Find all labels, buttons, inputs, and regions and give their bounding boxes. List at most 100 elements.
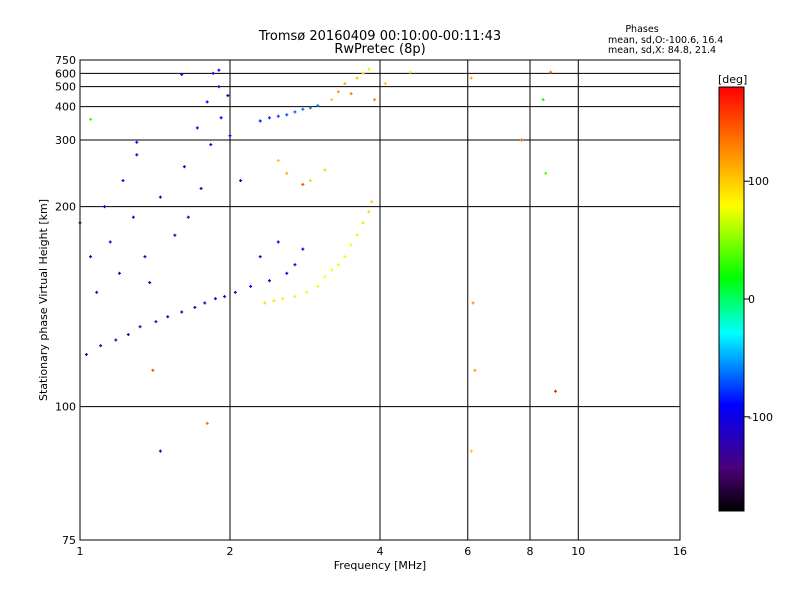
data-point-o [193, 305, 197, 309]
data-points-layer [78, 67, 557, 453]
data-point-o [199, 186, 203, 190]
data-point-x [553, 389, 557, 393]
data-point-o [267, 116, 271, 120]
data-point-x [349, 243, 353, 247]
plot-frame [79, 59, 681, 541]
data-point-o [301, 107, 305, 111]
data-point-x [471, 301, 475, 305]
chart-subtitle: RwPretec (8p) [334, 42, 425, 57]
data-point-o [258, 255, 262, 259]
data-point-o [158, 449, 162, 453]
data-point-x [469, 449, 473, 453]
data-point-x [373, 98, 377, 102]
data-point-o [205, 100, 209, 104]
data-point-o [89, 255, 93, 259]
data-point-o [226, 94, 230, 98]
data-point-o [293, 110, 297, 114]
y-tick-label: 600 [55, 67, 76, 80]
data-point-o [180, 310, 184, 314]
data-point-x [367, 210, 371, 214]
data-point-o [143, 255, 147, 259]
x-tick-label: 16 [673, 545, 687, 558]
data-point-x [330, 98, 334, 102]
colorbar-tick-label: 100 [748, 175, 769, 188]
data-point-o [154, 320, 158, 324]
data-point-o [223, 295, 227, 299]
data-point-o [219, 116, 223, 120]
data-point-x [367, 67, 371, 71]
data-point-o [195, 126, 199, 130]
x-tick-label: 2 [227, 545, 234, 558]
y-tick-label: 500 [55, 81, 76, 94]
data-point-o [209, 143, 213, 147]
y-tick-label: 100 [55, 401, 76, 414]
data-point-o [131, 215, 135, 219]
data-point-o [166, 315, 170, 319]
data-point-o [285, 113, 289, 117]
data-point-o [182, 165, 186, 169]
y-tick-label: 75 [62, 534, 76, 547]
data-point-x [316, 284, 320, 288]
data-point-x [285, 171, 289, 175]
data-point-x [263, 301, 267, 305]
data-point-x [305, 290, 309, 294]
data-point-x [544, 171, 548, 175]
data-point-o [217, 68, 221, 72]
y-axis-label: Stationary phase Virtual Height [km] [37, 199, 50, 401]
data-point-o [126, 333, 130, 337]
data-point-x [308, 179, 312, 183]
data-point-x [323, 168, 327, 172]
data-point-o [293, 263, 297, 267]
data-point-o [301, 247, 305, 251]
colorbar-ticks: 100 0 -100 [744, 175, 773, 424]
data-point-o [180, 72, 184, 76]
x-tick-label: 8 [527, 545, 534, 558]
y-tick-label: 750 [55, 54, 76, 67]
data-point-o [186, 215, 190, 219]
stats-o-line: mean, sd,O:-100.6, 16.4 [608, 35, 723, 46]
data-point-x [361, 221, 365, 225]
data-point-x [361, 71, 365, 75]
data-point-x [330, 268, 334, 272]
colorbar-unit-label: [deg] [718, 73, 747, 86]
data-point-x [343, 255, 347, 259]
x-tick-label: 4 [377, 545, 384, 558]
data-point-o [233, 290, 237, 294]
data-point-o [158, 195, 162, 199]
data-point-x [323, 275, 327, 279]
data-point-x [301, 182, 305, 186]
y-tick-label: 300 [55, 134, 76, 147]
data-point-x [205, 421, 209, 425]
data-point-x [469, 76, 473, 80]
data-point-o [138, 325, 142, 329]
data-point-x [408, 70, 412, 74]
stats-heading: Phases [625, 24, 658, 35]
data-point-x [151, 368, 155, 372]
data-point-o [121, 179, 125, 183]
colorbar [718, 86, 745, 512]
data-point-o [117, 271, 121, 275]
data-point-x [473, 368, 477, 372]
data-point-x [343, 82, 347, 86]
data-point-x [281, 297, 285, 301]
data-point-x [293, 295, 297, 299]
data-point-x [89, 117, 93, 121]
data-point-o [267, 279, 271, 283]
data-point-x [336, 90, 340, 94]
data-point-o [249, 284, 253, 288]
data-point-o [276, 240, 280, 244]
data-point-x [541, 98, 545, 102]
data-point-x [336, 263, 340, 267]
data-point-x [355, 76, 359, 80]
data-point-x [272, 299, 276, 303]
data-point-o [84, 352, 88, 356]
data-point-x [520, 138, 524, 142]
data-point-o [316, 103, 320, 107]
stats-x-line: mean, sd,X: 84.8, 21.4 [608, 45, 716, 56]
data-point-o [308, 106, 312, 110]
data-point-o [203, 301, 207, 305]
data-point-o [103, 205, 107, 209]
data-point-x [349, 92, 353, 96]
